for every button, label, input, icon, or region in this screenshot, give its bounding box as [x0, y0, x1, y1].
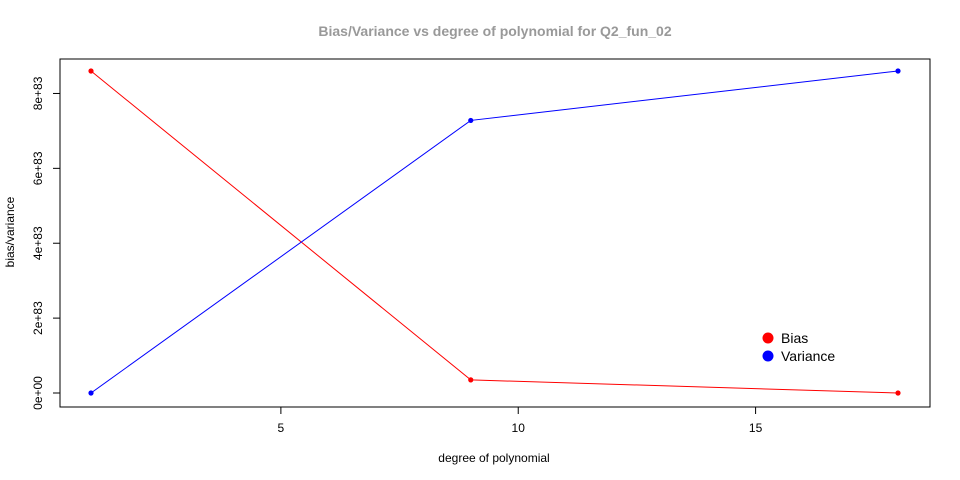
- x-tick-label: 15: [749, 421, 763, 435]
- y-tick-label: 2e+83: [31, 301, 45, 335]
- bias-point: [468, 377, 474, 383]
- legend-bias-marker: [762, 332, 774, 344]
- legend-variance-marker: [762, 350, 774, 362]
- legend-variance-label: Variance: [781, 348, 835, 364]
- variance-point: [88, 390, 94, 396]
- bias-point: [88, 68, 94, 74]
- variance-line: [90, 70, 899, 394]
- bias-point: [895, 390, 901, 396]
- chart-title: Bias/Variance vs degree of polynomial fo…: [318, 23, 671, 39]
- variance-point: [895, 68, 901, 74]
- variance-point: [468, 117, 474, 124]
- x-tick-label: 5: [278, 421, 285, 435]
- x-axis-label: degree of polynomial: [438, 451, 549, 465]
- y-tick-label: 4e+83: [31, 226, 45, 260]
- legend-bias-label: Bias: [781, 330, 808, 346]
- bias-line: [90, 70, 899, 394]
- y-axis: 0e+00 2e+83 4e+83 6e+83 8e+83: [31, 76, 61, 410]
- x-axis: 5 10 15: [278, 406, 763, 435]
- series-layer: [88, 68, 901, 396]
- y-tick-label: 0e+00: [31, 376, 45, 410]
- x-tick-label: 10: [512, 421, 526, 435]
- y-tick-label: 6e+83: [31, 151, 45, 185]
- y-axis-label: bias/variance: [3, 196, 17, 267]
- legend: Bias Variance: [762, 330, 835, 364]
- y-tick-label: 8e+83: [31, 76, 45, 110]
